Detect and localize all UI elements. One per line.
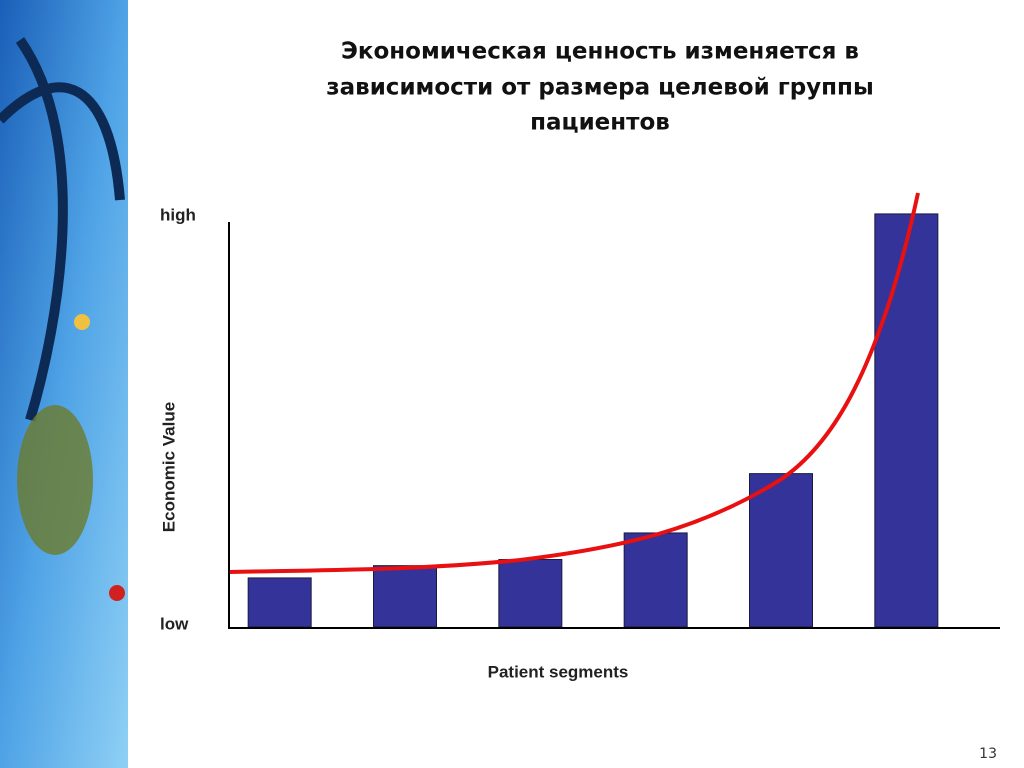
trend-curve: [229, 192, 920, 574]
side-image: [0, 0, 128, 768]
bar: [498, 559, 563, 628]
title-line: зависимости от размера целевой группы: [326, 75, 874, 101]
x-axis-label: Patient segments: [488, 662, 629, 681]
bar: [623, 532, 688, 628]
side-decoration: [74, 314, 90, 330]
title-line: Экономическая ценность изменяется в: [341, 39, 859, 65]
side-decoration: [0, 37, 125, 422]
bar: [874, 213, 939, 628]
page-number: 13: [979, 746, 997, 762]
y-axis-label: Economic Value: [159, 402, 178, 532]
title-line: пациентов: [530, 110, 670, 136]
bar: [749, 473, 813, 628]
side-decoration: [109, 585, 125, 601]
y-tick-label: high: [160, 205, 196, 224]
bar: [247, 577, 312, 628]
bar: [373, 565, 437, 628]
side-decoration: [17, 405, 93, 555]
y-tick-label: low: [160, 614, 189, 633]
